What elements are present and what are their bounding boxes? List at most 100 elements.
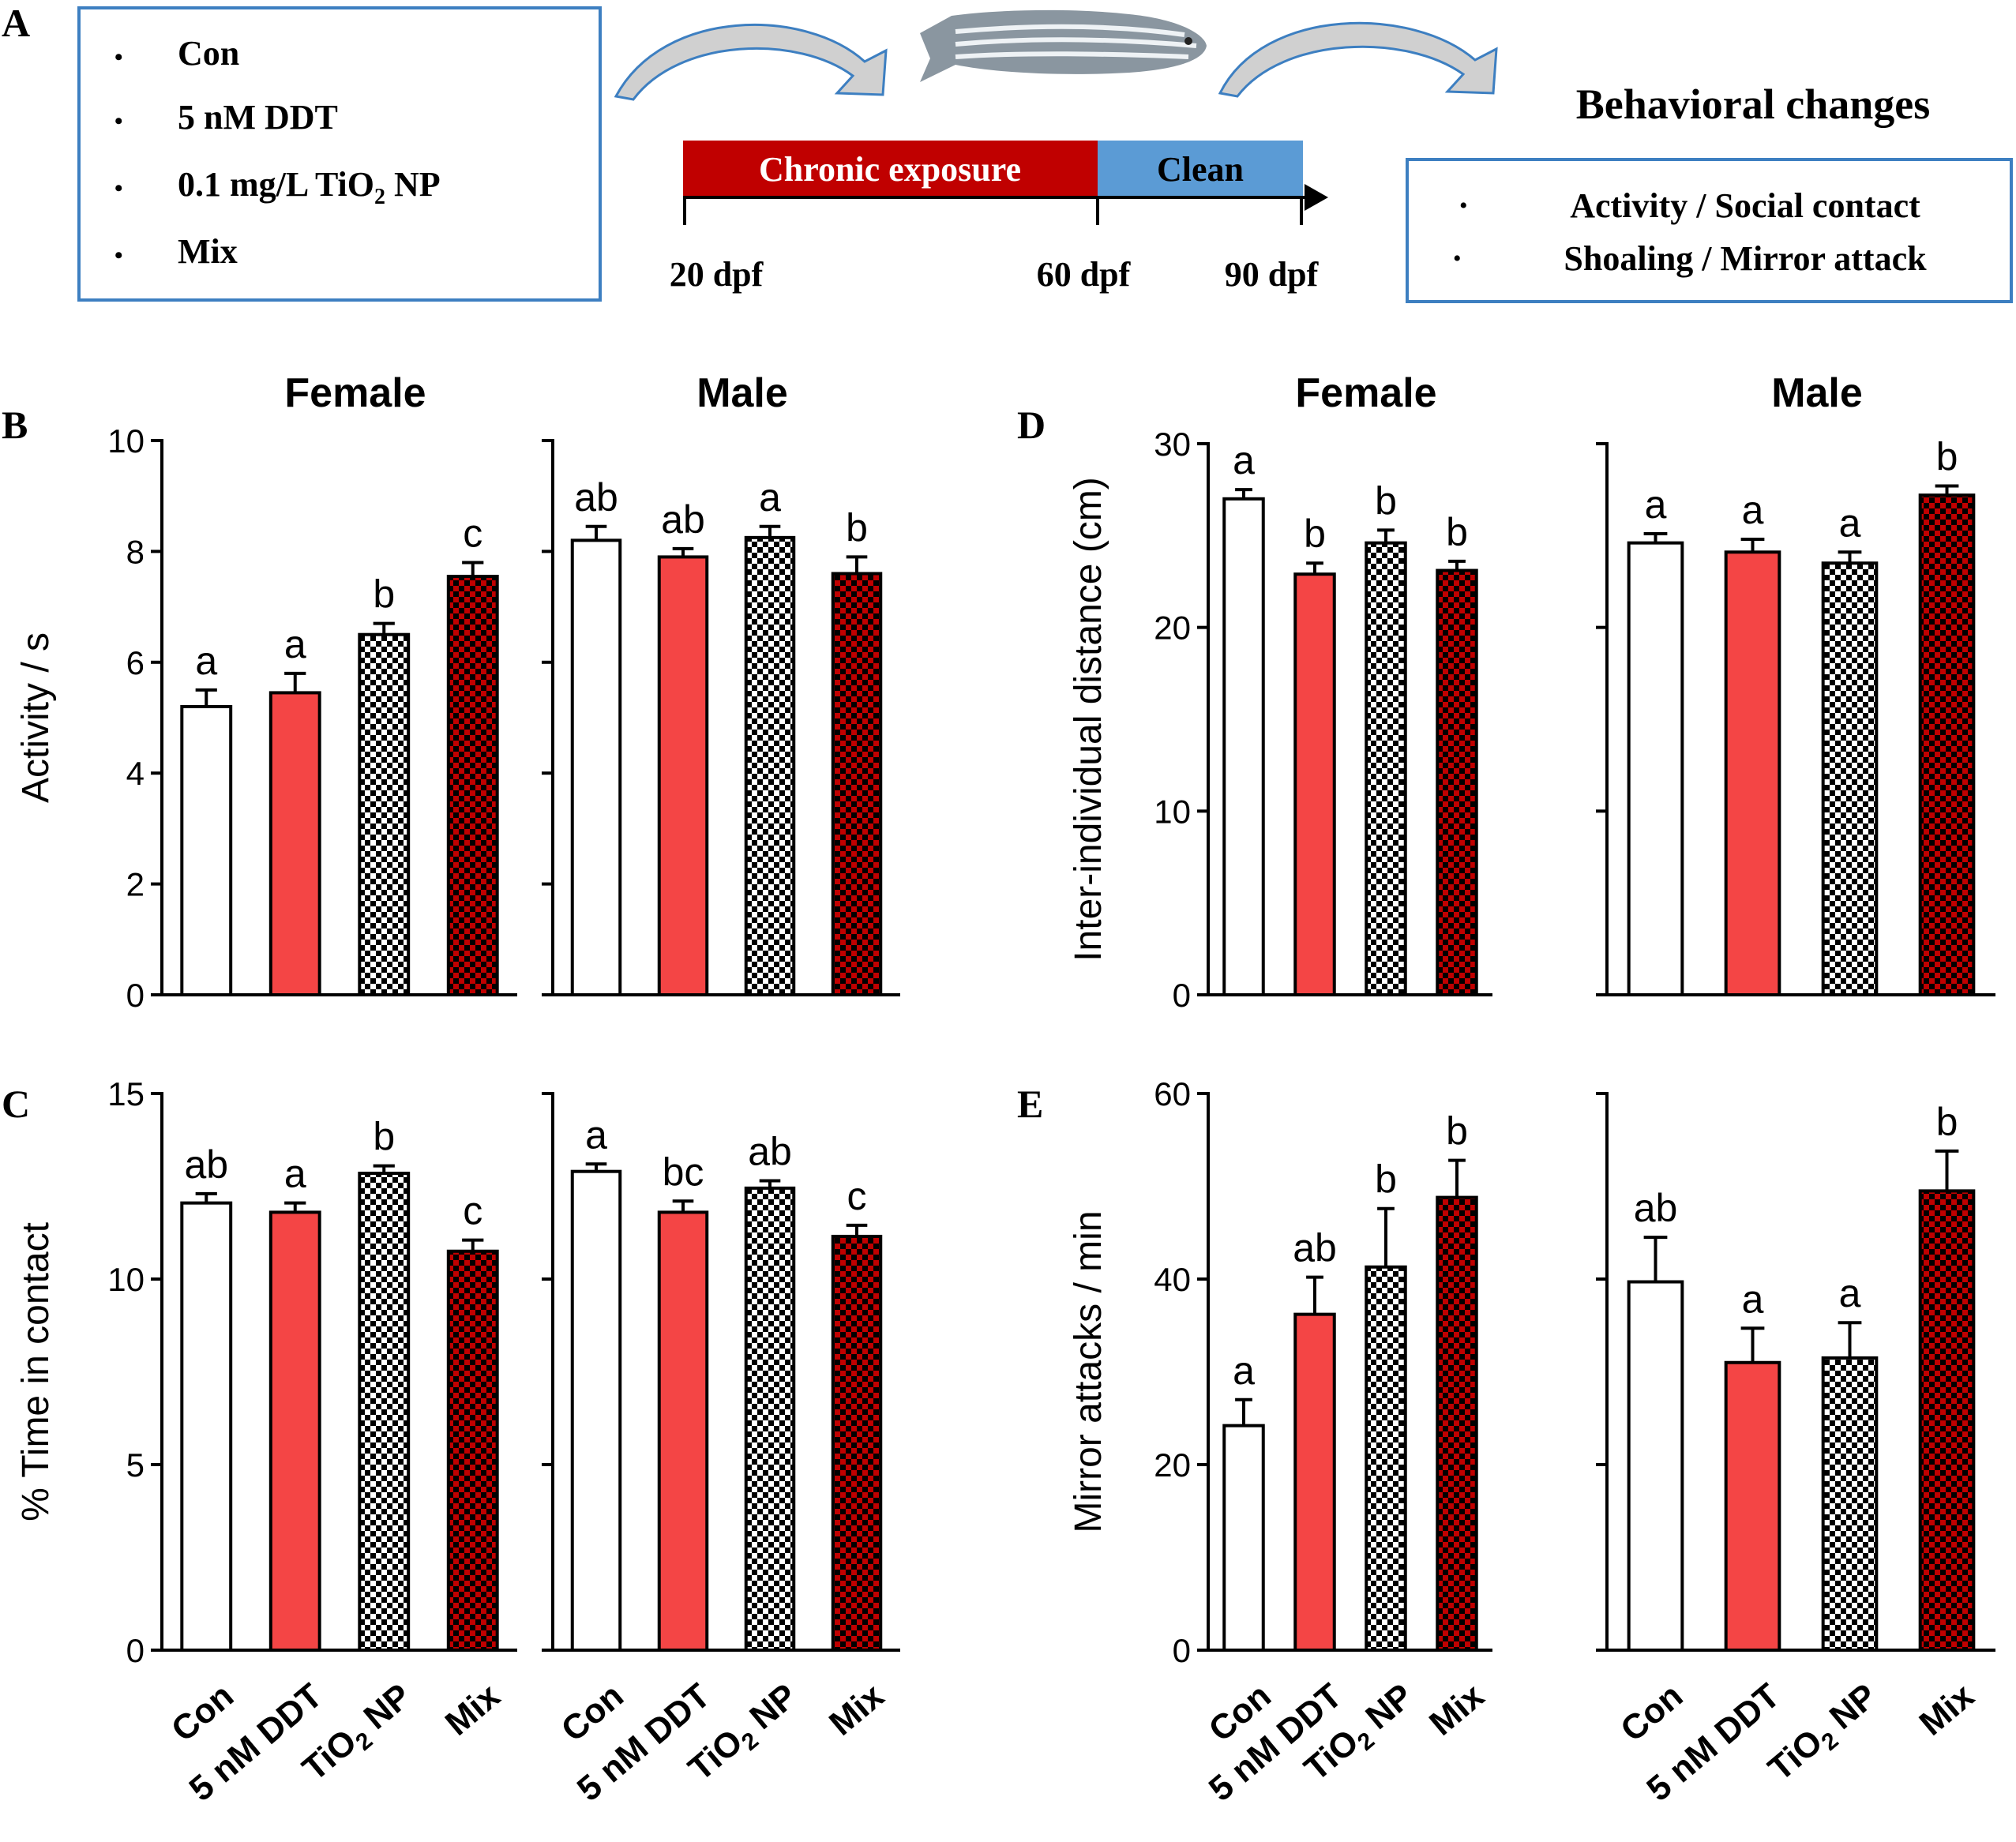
y-tick-label: 30 <box>1154 426 1191 463</box>
bar <box>1821 1356 1879 1652</box>
bar <box>744 1186 796 1652</box>
bar <box>358 1172 411 1653</box>
panel-letter-e: E <box>1017 1082 1043 1126</box>
significance-letter: bc <box>663 1150 704 1194</box>
significance-letter: a <box>1839 501 1861 545</box>
outcome-bullet: • <box>1453 246 1462 272</box>
bar <box>1365 1265 1407 1652</box>
timeline-tick-label: 60 dpf <box>1037 255 1132 294</box>
timeline-label-chronic: Chronic exposure <box>759 150 1021 189</box>
panel-letter-a: A <box>2 1 30 45</box>
significance-letter: a <box>1233 438 1255 482</box>
significance-letter: b <box>1446 1109 1468 1154</box>
chart-title: Female <box>1295 370 1436 416</box>
bar <box>831 1234 883 1652</box>
group-bullet: • <box>115 175 123 201</box>
significance-letter: c <box>847 1174 867 1218</box>
groups-list: • Con • 5 nM DDT • 0.1 mg/L TiO2 NP • Mi… <box>115 34 441 271</box>
bar <box>1293 1312 1336 1653</box>
bar <box>657 555 709 996</box>
outcome-title: Behavioral changes <box>1576 81 1931 128</box>
significance-letter: a <box>1742 1277 1764 1321</box>
x-tick-label: Mix <box>1422 1676 1492 1743</box>
timeline-arrowhead-icon <box>1305 184 1328 211</box>
bar <box>657 1210 709 1652</box>
x-tick-label: TiO2 NP <box>1761 1676 1888 1792</box>
panel-letter-c: C <box>2 1082 30 1126</box>
bar <box>1918 1189 1976 1652</box>
significance-letter: ab <box>661 497 705 542</box>
bar <box>1627 541 1684 996</box>
significance-letter: b <box>846 505 868 550</box>
x-tick-label: Mix <box>438 1676 508 1743</box>
significance-letter: a <box>1233 1349 1255 1393</box>
y-axis-label: Mirror attacks / min <box>1068 1210 1109 1532</box>
y-tick-label: 10 <box>107 422 145 460</box>
bar <box>1436 568 1478 996</box>
outcome-item: Shoaling / Mirror attack <box>1564 239 1927 278</box>
zebrafish-icon <box>920 9 1207 82</box>
x-tick-label: Con <box>164 1676 241 1750</box>
y-tick-label: 0 <box>1173 977 1191 1014</box>
significance-letter: b <box>1304 512 1326 556</box>
bar <box>1918 493 1976 996</box>
timeline-label-clean: Clean <box>1157 150 1244 189</box>
significance-letter: b <box>373 1115 395 1159</box>
y-tick-label: 10 <box>1154 793 1191 830</box>
y-axis-label: Inter-individual distance (cm) <box>1068 477 1109 962</box>
bar <box>268 691 321 996</box>
bar <box>1293 572 1336 996</box>
y-tick-label: 15 <box>107 1075 145 1112</box>
significance-letter: a <box>1645 482 1667 527</box>
bar <box>446 574 499 996</box>
significance-letter: c <box>463 1189 482 1233</box>
chart-b-female: 0 2 4 6 8 10 Activity / s Female a a b c <box>15 370 517 1014</box>
group-bullet: • <box>115 44 123 70</box>
significance-letter: a <box>759 475 781 520</box>
bar <box>180 1201 233 1652</box>
chart-title: Male <box>696 370 788 416</box>
y-tick-label: 0 <box>126 977 145 1014</box>
outcome-box <box>1406 158 2013 303</box>
timeline-segment-chronic <box>683 141 1098 196</box>
outcome-bullet: • <box>1459 193 1468 219</box>
y-tick-label: 10 <box>107 1261 145 1298</box>
y-tick-label: 40 <box>1154 1261 1191 1298</box>
significance-letter: b <box>1375 478 1397 523</box>
bar <box>744 535 796 996</box>
y-tick-label: 60 <box>1154 1075 1191 1112</box>
y-tick-label: 8 <box>126 533 145 570</box>
significance-letter: ab <box>574 475 618 520</box>
group-item-mix: Mix <box>178 232 238 271</box>
bar <box>1724 1360 1781 1652</box>
chart-d-female: 0 10 20 30 Inter-individual distance (cm) Fem… <box>1068 370 1492 1014</box>
significance-letter: a <box>195 639 217 683</box>
significance-letter: a <box>284 622 306 666</box>
timeline-segment-clean <box>1098 141 1303 196</box>
bar <box>570 1169 622 1652</box>
y-tick-label: 20 <box>1154 1446 1191 1484</box>
significance-letter: a <box>585 1112 607 1157</box>
timeline-tick-label: 90 dpf <box>1225 255 1320 294</box>
significance-letter: a <box>284 1152 306 1196</box>
bar <box>358 632 411 996</box>
significance-letter: c <box>463 511 482 555</box>
significance-letter: ab <box>748 1129 792 1173</box>
bar <box>1821 561 1879 996</box>
significance-letter: ab <box>1634 1186 1678 1230</box>
y-axis-label: Activity / s <box>15 632 57 803</box>
significance-letter: ab <box>184 1142 228 1187</box>
y-tick-label: 20 <box>1154 610 1191 647</box>
significance-letter: b <box>1936 435 1958 479</box>
curved-arrow-icon <box>614 24 888 101</box>
x-tick-label: Con <box>1613 1676 1690 1750</box>
significance-letter: b <box>1375 1157 1397 1202</box>
chart-title: Male <box>1771 370 1863 416</box>
significance-letter: b <box>1446 510 1468 554</box>
y-tick-label: 2 <box>126 866 145 903</box>
